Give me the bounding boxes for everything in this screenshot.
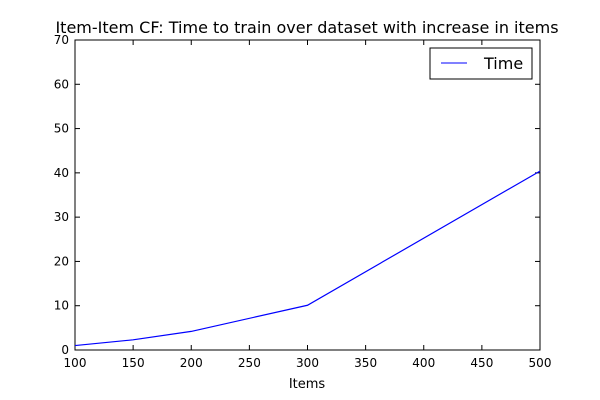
y-tick-label: 70 <box>54 33 69 47</box>
y-tick-label: 50 <box>54 122 69 136</box>
x-tick-label: 300 <box>296 356 319 370</box>
data-point-time <box>306 304 309 307</box>
x-tick-label: 250 <box>238 356 261 370</box>
x-tick-label: 450 <box>470 356 493 370</box>
x-axis-label: Items <box>289 377 326 392</box>
y-tick-label: 40 <box>54 166 69 180</box>
series-line-time <box>74 170 541 347</box>
y-tick-label: 20 <box>54 254 69 268</box>
y-tick-label: 60 <box>54 77 69 91</box>
x-tick-label: 200 <box>180 356 203 370</box>
series-layer <box>74 170 542 347</box>
plot-area-frame <box>74 39 541 351</box>
y-tick-label: 30 <box>54 210 69 224</box>
x-tick-label: 350 <box>354 356 377 370</box>
x-tick-label: 500 <box>529 356 552 370</box>
x-tick-label: 150 <box>122 356 145 370</box>
x-tick-label: 400 <box>412 356 435 370</box>
y-tick-label: 0 <box>61 343 69 357</box>
legend: Time <box>429 47 533 80</box>
x-tick-label: 100 <box>64 356 87 370</box>
axis-ticks: 100 150 200 250 300 350 400 450 500 0 10 20 30 40 50 60… <box>54 33 552 370</box>
y-tick-label: 10 <box>54 299 69 313</box>
data-point-time <box>190 330 193 333</box>
data-point-time <box>539 170 542 173</box>
legend-label-time: Time <box>483 54 523 73</box>
chart-title: Item-Item CF: Time to train over dataset… <box>55 18 558 37</box>
data-point-time <box>132 338 135 341</box>
data-point-time <box>74 344 77 347</box>
